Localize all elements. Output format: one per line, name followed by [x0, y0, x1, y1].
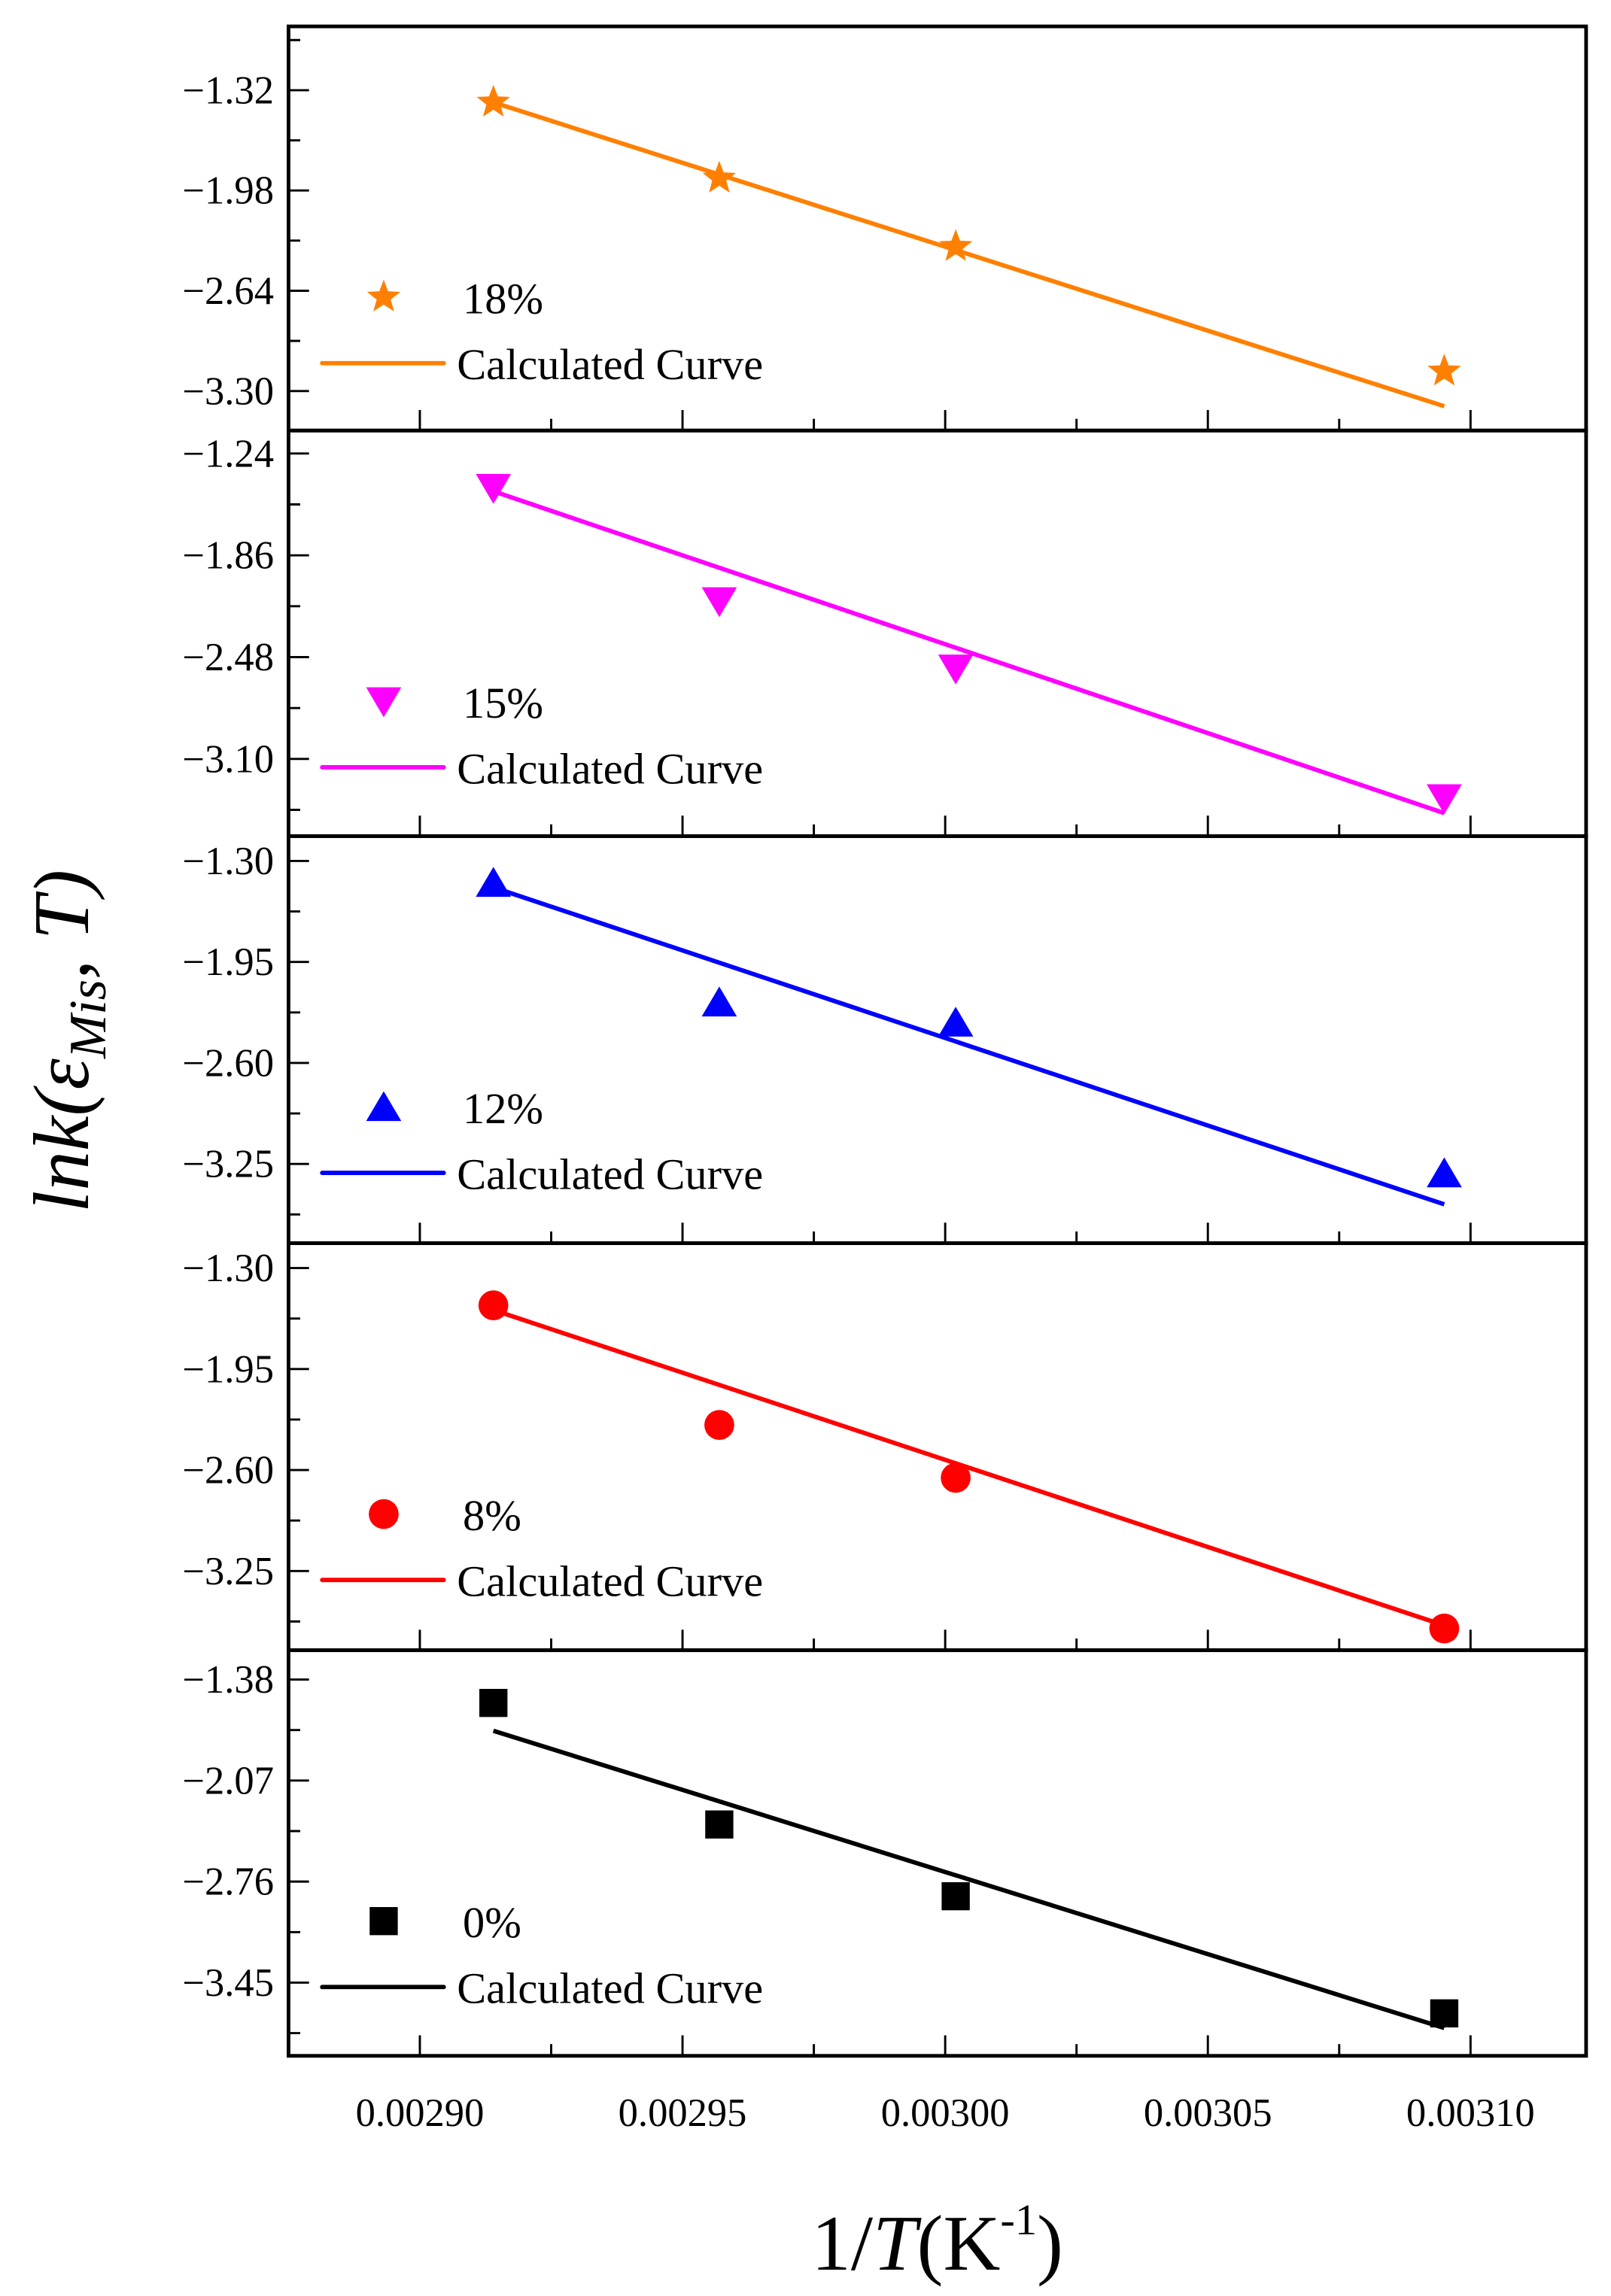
calculated-curve-line [492, 1307, 1445, 1628]
legend-label-points: 12% [463, 1084, 543, 1133]
circle-marker [369, 1499, 399, 1529]
y-tick-label: −3.25 [182, 1550, 274, 1593]
panel-frame [287, 1648, 1588, 2058]
legend-label-curve: Calculated Curve [457, 340, 763, 389]
triangle-down-marker [938, 654, 974, 685]
calculated-curve-line [492, 489, 1445, 815]
legend-label-curve: Calculated Curve [457, 744, 763, 793]
square-marker [369, 1906, 398, 1936]
circle-marker [704, 1410, 734, 1440]
triangle-down-marker [476, 473, 512, 504]
y-tick-label: −3.45 [182, 1961, 274, 2005]
y-tick-label: −1.95 [182, 1347, 274, 1391]
square-marker [941, 1881, 970, 1911]
y-tick-label: −1.32 [182, 68, 274, 112]
legend-label-points: 18% [463, 275, 543, 323]
star-marker [702, 160, 737, 193]
triangle-up-marker [1427, 1157, 1462, 1188]
x-tick-labels: 0.00290 0.00295 0.00300 0.00305 0.00310 [356, 2091, 1535, 2135]
legend-label-points: 15% [463, 679, 543, 727]
x-tick-label: 0.00290 [356, 2091, 485, 2135]
y-tick-label: −3.30 [182, 369, 274, 413]
x-tick-label: 0.00295 [619, 2091, 747, 2135]
y-tick-label: −1.24 [182, 432, 274, 475]
y-tick-label: −2.64 [182, 269, 274, 313]
y-tick-label: −1.98 [182, 169, 274, 213]
y-tick-label: −2.48 [182, 636, 274, 679]
triangle-up-marker [366, 1091, 402, 1122]
circle-marker [1429, 1613, 1460, 1644]
y-tick-label: −1.30 [182, 1247, 274, 1290]
y-tick-label: −3.25 [182, 1143, 274, 1186]
x-tick-label: 0.00300 [881, 2091, 1010, 2135]
legend-label-curve: Calculated Curve [457, 1557, 763, 1606]
legend-label-curve: Calculated Curve [457, 1150, 763, 1198]
calculated-curve-line [492, 100, 1445, 408]
calculated-curve-line [492, 885, 1445, 1207]
triangle-up-marker [701, 986, 737, 1017]
circle-marker [941, 1462, 971, 1493]
panel-18pct: −1.32 −1.98 −2.64 −3.30 18% Calculated Curve [182, 24, 1588, 433]
y-tick-label: −3.10 [182, 737, 274, 781]
square-marker [1430, 1999, 1459, 2027]
legend-label-curve: Calculated Curve [457, 1964, 763, 2013]
star-marker [476, 84, 510, 117]
y-tick-label: −1.95 [182, 940, 274, 984]
y-tick-label: −2.76 [182, 1860, 274, 1904]
y-tick-label: −1.38 [182, 1658, 274, 1702]
panel-8pct: −1.30 −1.95 −2.60 −3.25 8% Calculated Curve [182, 1241, 1588, 1653]
y-tick-label: −2.60 [182, 1449, 274, 1493]
triangle-down-marker [366, 687, 402, 718]
y-tick-label: −2.07 [182, 1759, 274, 1802]
star-marker [1427, 354, 1461, 386]
legend-label-points: 8% [463, 1491, 521, 1540]
triangle-down-marker [701, 587, 737, 618]
square-marker [479, 1688, 508, 1717]
y-tick-label: −1.30 [182, 840, 274, 883]
panel-15pct: −1.24 −1.86 −2.48 −3.10 15% Calculated Curve [182, 428, 1588, 838]
triangle-up-marker [476, 867, 512, 897]
calculated-curve-line [492, 1728, 1445, 2030]
panel-12pct: −1.30 −1.95 −2.60 −3.25 12% Calculated Curve [182, 834, 1588, 1245]
star-marker [938, 229, 973, 261]
triangle-up-marker [938, 1007, 974, 1037]
y-tick-label: −2.60 [182, 1041, 274, 1085]
y-tick-label: −1.86 [182, 534, 274, 578]
triangle-down-marker [1427, 784, 1462, 815]
legend-label-points: 0% [463, 1898, 521, 1947]
star-marker [366, 279, 401, 312]
x-axis-title: 1/T(K-1) [811, 2195, 1063, 2287]
panel-0pct: −1.38 −2.07 −2.76 −3.45 0% Calculated Curve [182, 1648, 1588, 2058]
x-tick-label: 0.00305 [1144, 2091, 1272, 2135]
x-tick-label: 0.00310 [1406, 2091, 1535, 2135]
y-axis-title: lnk(εMis, T) [17, 870, 117, 1213]
square-marker [705, 1810, 734, 1839]
circle-marker [478, 1290, 509, 1320]
